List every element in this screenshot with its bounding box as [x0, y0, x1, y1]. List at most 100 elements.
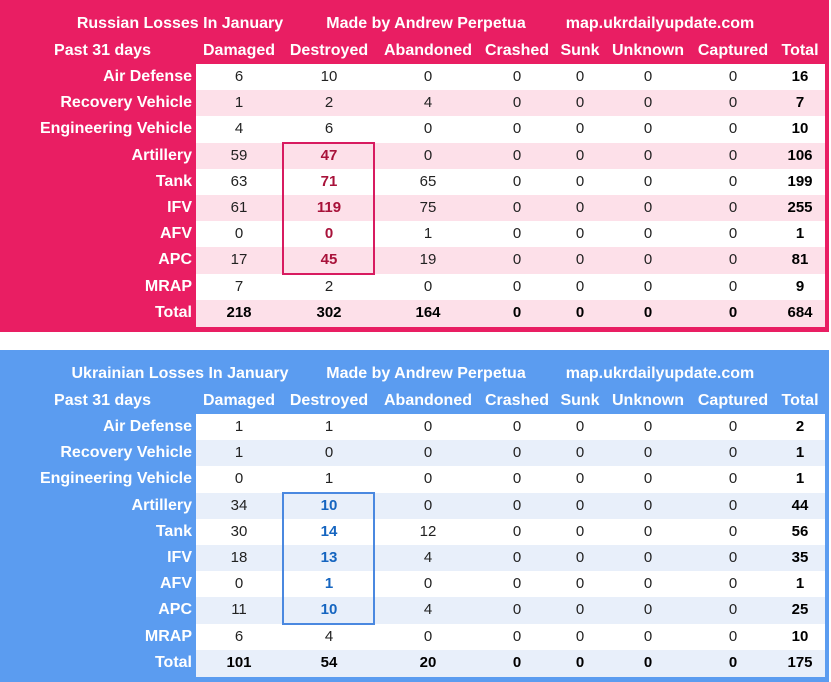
highlight-box [282, 141, 375, 275]
cell-total: 106 [787, 146, 813, 164]
cell-crashed: 0 [512, 68, 522, 85]
cell-total: 1 [795, 444, 805, 462]
cell-destroyed: 1 [324, 575, 334, 593]
table-row [196, 623, 825, 651]
cell-total: 175 [787, 653, 813, 671]
cell-damaged: 30 [230, 522, 248, 540]
cell-damaged: 34 [230, 496, 248, 514]
cell-destroyed: 10 [320, 496, 338, 514]
cell-sunk: 0 [575, 303, 585, 321]
credit-label: Made by Andrew Perpetua [326, 365, 526, 382]
row-label: AFV [160, 225, 192, 243]
cell-crashed: 0 [512, 496, 522, 514]
cell-damaged: 1 [234, 94, 244, 112]
row-label: Air Defense [103, 68, 192, 85]
cell-damaged: 4 [234, 120, 244, 138]
cell-sunk: 0 [575, 444, 585, 462]
cell-crashed: 0 [512, 627, 522, 645]
cell-abandoned: 0 [423, 418, 433, 435]
cell-unknown: 0 [643, 94, 653, 112]
cell-destroyed: 13 [320, 549, 338, 566]
cell-sunk: 0 [575, 277, 585, 295]
cell-captured: 0 [728, 225, 738, 243]
cell-crashed: 0 [512, 601, 522, 619]
cell-total: 9 [795, 277, 805, 295]
period-label: Past 31 days [54, 392, 151, 409]
cell-destroyed: 1 [324, 470, 334, 488]
cell-unknown: 0 [643, 68, 653, 85]
cell-sunk: 0 [575, 68, 585, 85]
cell-crashed: 0 [512, 94, 522, 112]
cell-abandoned: 4 [423, 94, 433, 112]
row-label: APC [158, 251, 192, 269]
table-row [196, 440, 825, 468]
cell-abandoned: 4 [423, 601, 433, 619]
cell-captured: 0 [728, 549, 738, 566]
cell-damaged: 0 [234, 225, 244, 243]
cell-captured: 0 [728, 470, 738, 488]
cell-unknown: 0 [643, 120, 653, 138]
row-label: Tank [155, 522, 192, 540]
cell-total: 35 [791, 549, 809, 566]
row-label: Recovery Vehicle [60, 94, 192, 112]
table-row [196, 571, 825, 599]
cell-destroyed: 47 [320, 146, 338, 164]
cell-damaged: 1 [234, 444, 244, 462]
cell-abandoned: 19 [419, 251, 437, 269]
column-header-total: Total [781, 42, 819, 59]
row-label: Air Defense [103, 418, 192, 435]
cell-abandoned: 12 [419, 522, 437, 540]
column-header-captured: Captured [697, 42, 769, 59]
cell-total: 7 [795, 94, 805, 112]
cell-destroyed: 2 [324, 277, 334, 295]
cell-unknown: 0 [643, 303, 653, 321]
column-header-abandoned: Abandoned [384, 42, 472, 59]
cell-crashed: 0 [512, 146, 522, 164]
period-label: Past 31 days [54, 42, 151, 59]
cell-abandoned: 75 [419, 199, 437, 216]
table-row [196, 64, 825, 91]
cell-sunk: 0 [575, 549, 585, 566]
cell-captured: 0 [728, 653, 738, 671]
cell-unknown: 0 [643, 251, 653, 269]
cell-total: 25 [791, 601, 809, 619]
cell-unknown: 0 [643, 146, 653, 164]
cell-crashed: 0 [512, 575, 522, 593]
cell-unknown: 0 [643, 172, 653, 190]
cell-total: 255 [787, 199, 813, 216]
cell-unknown: 0 [643, 496, 653, 514]
cell-sunk: 0 [575, 627, 585, 645]
cell-destroyed: 71 [320, 172, 338, 190]
cell-crashed: 0 [512, 120, 522, 138]
cell-total: 44 [791, 496, 809, 514]
cell-captured: 0 [728, 601, 738, 619]
row-label: AFV [160, 575, 192, 593]
cell-captured: 0 [728, 418, 738, 435]
cell-captured: 0 [728, 627, 738, 645]
cell-destroyed: 4 [324, 627, 334, 645]
cell-destroyed: 119 [316, 199, 342, 216]
site-label: map.ukrdailyupdate.com [565, 365, 755, 382]
column-header-sunk: Sunk [560, 392, 600, 409]
cell-sunk: 0 [575, 653, 585, 671]
cell-unknown: 0 [643, 225, 653, 243]
cell-total: 1 [795, 225, 805, 243]
cell-unknown: 0 [643, 418, 653, 435]
cell-crashed: 0 [512, 470, 522, 488]
row-label: Total [154, 653, 192, 671]
cell-abandoned: 65 [419, 172, 437, 190]
cell-crashed: 0 [512, 199, 522, 216]
cell-unknown: 0 [643, 549, 653, 566]
cell-abandoned: 0 [423, 444, 433, 462]
column-header-damaged: Damaged [202, 42, 276, 59]
cell-damaged: 101 [226, 653, 252, 671]
cell-abandoned: 20 [419, 653, 437, 671]
cell-destroyed: 2 [324, 94, 334, 112]
table-row [196, 221, 825, 249]
table-title: Ukrainian Losses In January [71, 365, 289, 382]
column-header-destroyed: Destroyed [289, 392, 369, 409]
cell-abandoned: 0 [423, 277, 433, 295]
cell-captured: 0 [728, 68, 738, 85]
table-row [196, 518, 825, 546]
column-header-unknown: Unknown [612, 42, 684, 59]
